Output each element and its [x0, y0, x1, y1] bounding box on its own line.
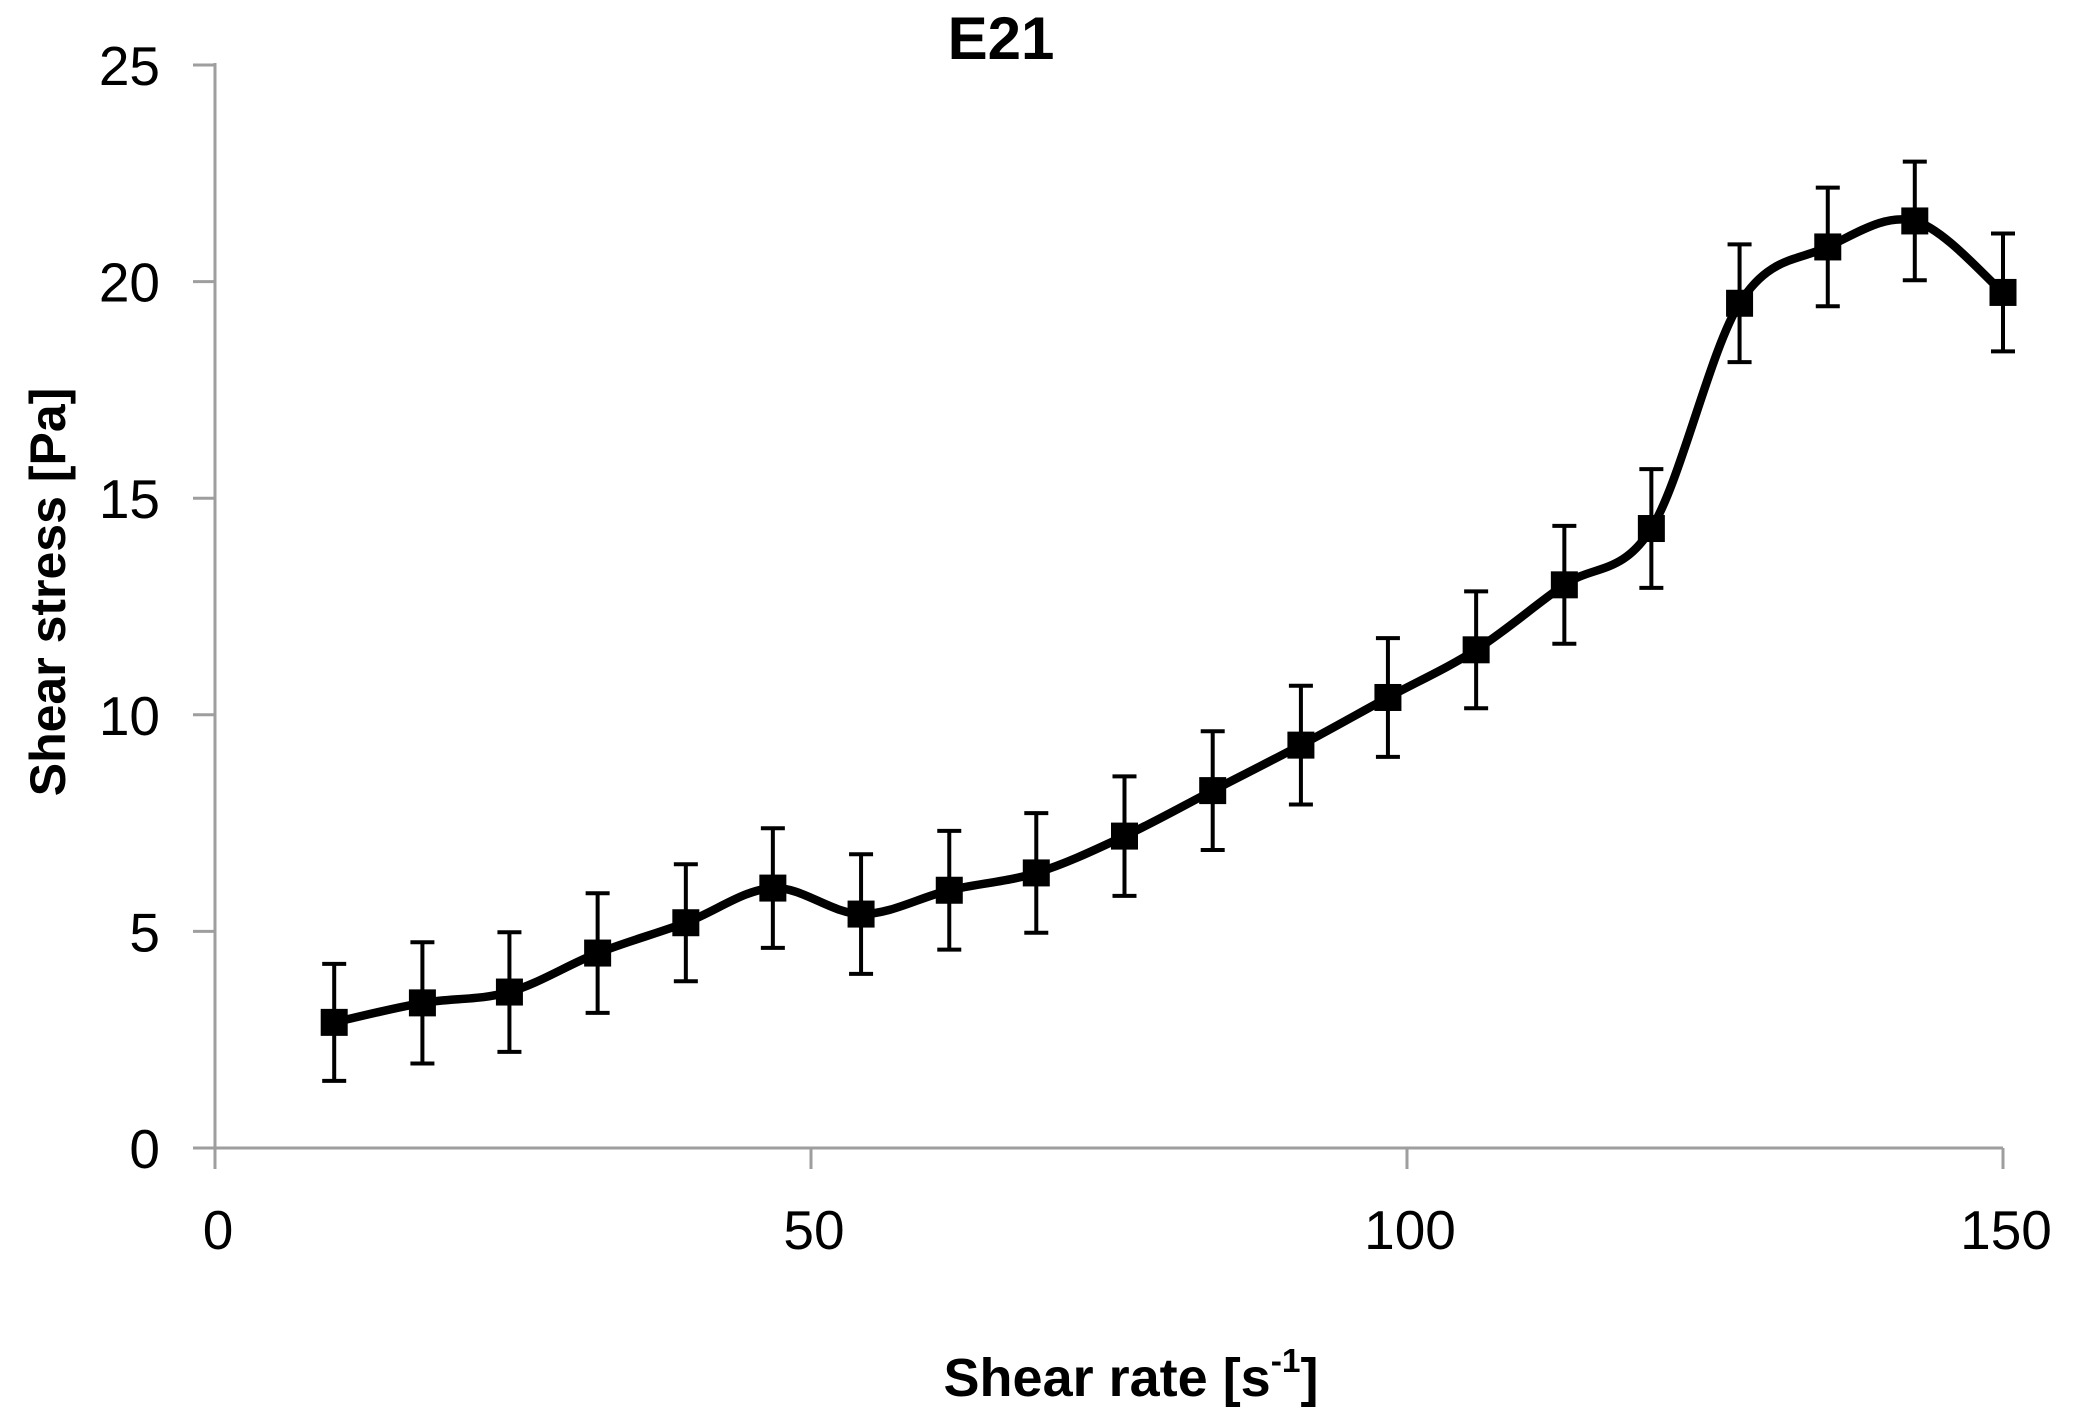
y-tick-label: 25 — [99, 35, 160, 97]
data-point-marker — [584, 939, 612, 967]
x-tick-label: 50 — [783, 1199, 844, 1261]
data-point-marker — [935, 876, 963, 904]
x-tick-label: 150 — [1960, 1199, 2052, 1261]
y-tick-label: 20 — [99, 252, 160, 314]
data-point-marker — [1550, 571, 1578, 599]
data-point-marker — [1901, 207, 1929, 235]
data-point-marker — [1814, 233, 1842, 261]
data-point-marker — [1989, 278, 2017, 306]
data-point-marker — [1374, 683, 1402, 711]
y-axis-title: Shear stress [Pa] — [20, 387, 76, 797]
y-tick-label: 10 — [99, 685, 160, 747]
data-point-marker — [320, 1008, 348, 1036]
data-point-marker — [759, 874, 787, 902]
data-point-marker — [1110, 822, 1138, 850]
data-point-marker — [1287, 731, 1315, 759]
y-tick-label: 15 — [99, 468, 160, 530]
data-point-marker — [1199, 777, 1227, 805]
data-point-marker — [495, 978, 523, 1006]
chart-title: E21 — [947, 5, 1055, 72]
data-point-marker — [847, 900, 875, 928]
series-line — [329, 215, 2008, 1027]
data-point-marker — [408, 989, 436, 1017]
x-axis-title-superscript: -1 — [1270, 1342, 1301, 1380]
data-point-marker — [1637, 515, 1665, 543]
data-point-marker — [1022, 859, 1050, 887]
y-tick-label: 0 — [129, 1118, 160, 1180]
x-axis-title-text: Shear rate [s — [943, 1348, 1271, 1408]
x-axis-title: Shear rate [s-1] — [943, 1345, 1319, 1409]
x-tick-label: 0 — [203, 1199, 234, 1261]
y-tick-label: 5 — [129, 901, 160, 963]
data-point-marker — [1726, 289, 1754, 317]
data-point-marker — [1462, 636, 1490, 664]
x-tick-label: 100 — [1364, 1199, 1456, 1261]
data-point-markers — [320, 207, 2017, 1036]
data-point-marker — [672, 909, 700, 937]
error-bars — [322, 159, 2015, 1083]
x-axis-title-suffix: ] — [1300, 1348, 1319, 1408]
